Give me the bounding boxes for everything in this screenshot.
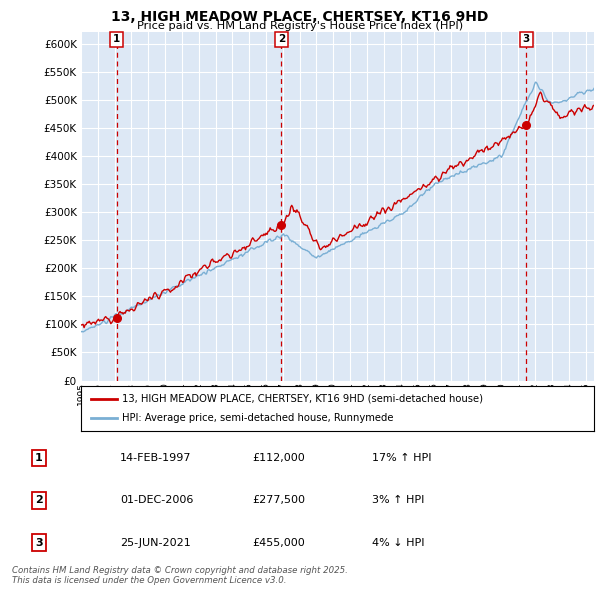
Text: 2: 2	[35, 496, 43, 505]
Text: 13, HIGH MEADOW PLACE, CHERTSEY, KT16 9HD: 13, HIGH MEADOW PLACE, CHERTSEY, KT16 9H…	[112, 10, 488, 24]
Text: HPI: Average price, semi-detached house, Runnymede: HPI: Average price, semi-detached house,…	[122, 414, 394, 423]
Text: 1: 1	[35, 453, 43, 463]
Text: Contains HM Land Registry data © Crown copyright and database right 2025.
This d: Contains HM Land Registry data © Crown c…	[12, 566, 348, 585]
Text: 3: 3	[35, 538, 43, 548]
Text: £455,000: £455,000	[252, 538, 305, 548]
Text: 4% ↓ HPI: 4% ↓ HPI	[372, 538, 425, 548]
Text: Price paid vs. HM Land Registry's House Price Index (HPI): Price paid vs. HM Land Registry's House …	[137, 21, 463, 31]
Text: 01-DEC-2006: 01-DEC-2006	[120, 496, 193, 505]
Text: 13, HIGH MEADOW PLACE, CHERTSEY, KT16 9HD (semi-detached house): 13, HIGH MEADOW PLACE, CHERTSEY, KT16 9H…	[122, 394, 483, 404]
Text: 2: 2	[278, 34, 285, 44]
Text: 25-JUN-2021: 25-JUN-2021	[120, 538, 191, 548]
Text: 17% ↑ HPI: 17% ↑ HPI	[372, 453, 431, 463]
Text: £277,500: £277,500	[252, 496, 305, 505]
Text: 3: 3	[523, 34, 530, 44]
Text: 3% ↑ HPI: 3% ↑ HPI	[372, 496, 424, 505]
Text: 14-FEB-1997: 14-FEB-1997	[120, 453, 191, 463]
Text: £112,000: £112,000	[252, 453, 305, 463]
Text: 1: 1	[113, 34, 120, 44]
